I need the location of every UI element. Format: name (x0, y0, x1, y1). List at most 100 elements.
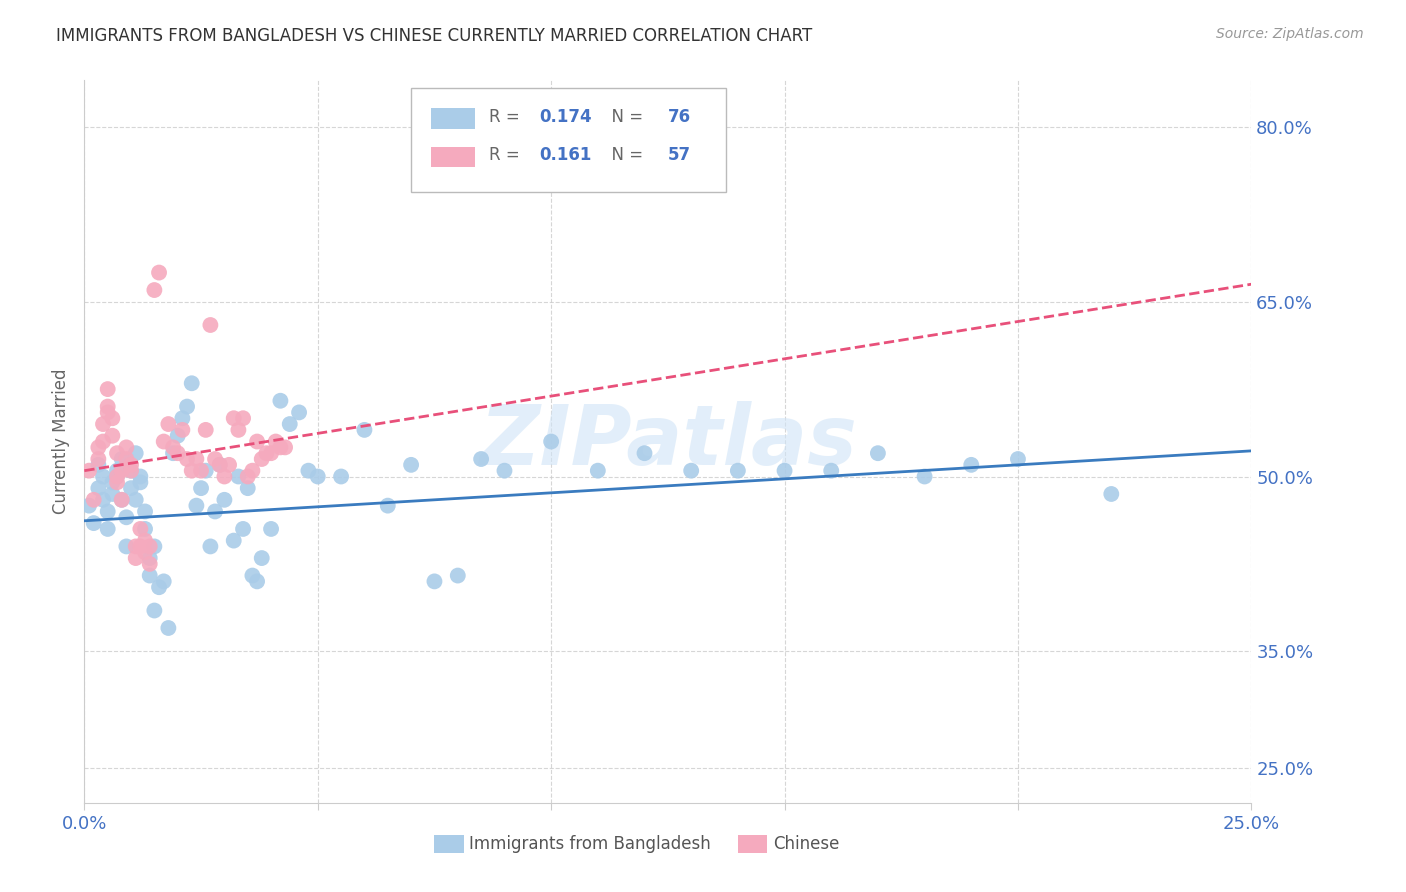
Point (190, 464, 212, 478)
Point (214, 492, 236, 507)
Point (120, 464, 142, 478)
Point (727, 464, 749, 478)
Point (111, 464, 134, 478)
Point (204, 452, 226, 467)
Text: Source: ZipAtlas.com: Source: ZipAtlas.com (1216, 27, 1364, 41)
Text: IMMIGRANTS FROM BANGLADESH VS CHINESE CURRENTLY MARRIED CORRELATION CHART: IMMIGRANTS FROM BANGLADESH VS CHINESE CU… (56, 27, 813, 45)
Point (172, 423, 194, 437)
Point (101, 411, 124, 425)
Point (269, 393, 291, 408)
Point (353, 423, 375, 437)
Point (246, 574, 269, 589)
Point (232, 522, 254, 536)
Point (87, 441, 110, 455)
Point (105, 446, 128, 460)
Text: R =: R = (489, 146, 526, 164)
Point (148, 266, 170, 280)
Point (494, 464, 516, 478)
Point (172, 411, 194, 425)
Point (214, 469, 236, 483)
Point (186, 499, 208, 513)
Y-axis label: Currently Married: Currently Married (52, 368, 70, 515)
Point (143, 540, 166, 554)
Point (540, 434, 562, 449)
Point (288, 405, 311, 419)
Point (254, 446, 277, 460)
Point (97, 382, 120, 396)
Point (274, 441, 297, 455)
Point (111, 492, 134, 507)
Point (105, 469, 128, 483)
Point (97, 522, 120, 536)
Point (157, 417, 180, 431)
Point (87, 452, 110, 467)
Point (250, 452, 273, 467)
Point (260, 446, 283, 460)
Point (77, 499, 100, 513)
Point (125, 446, 148, 460)
Point (115, 452, 138, 467)
Point (228, 469, 250, 483)
Point (143, 603, 166, 617)
Point (129, 540, 152, 554)
Point (423, 574, 446, 589)
Point (115, 510, 138, 524)
Point (470, 452, 492, 467)
Point (101, 487, 124, 501)
Point (232, 411, 254, 425)
Point (866, 446, 889, 460)
Point (250, 551, 273, 566)
Point (1007, 452, 1029, 467)
Text: 57: 57 (668, 146, 690, 164)
Text: Chinese: Chinese (773, 835, 839, 853)
Point (129, 522, 152, 536)
Text: 0.161: 0.161 (540, 146, 592, 164)
Point (204, 504, 226, 518)
Point (307, 469, 329, 483)
Point (194, 423, 217, 437)
Point (236, 469, 259, 483)
Point (681, 464, 703, 478)
Point (105, 475, 128, 490)
Point (236, 481, 259, 495)
Point (228, 423, 250, 437)
Point (278, 417, 301, 431)
Text: N =: N = (602, 146, 648, 164)
Point (330, 469, 353, 483)
Point (960, 458, 983, 472)
Point (105, 464, 128, 478)
Point (264, 434, 287, 449)
Point (115, 540, 138, 554)
Point (83, 516, 105, 530)
Point (152, 434, 174, 449)
Point (586, 464, 609, 478)
Point (138, 557, 160, 571)
Point (176, 452, 198, 467)
Point (91, 434, 114, 449)
Point (115, 441, 138, 455)
Point (129, 475, 152, 490)
Point (377, 499, 399, 513)
Point (157, 621, 180, 635)
Point (111, 492, 134, 507)
Point (820, 464, 842, 478)
Point (176, 400, 198, 414)
Point (180, 376, 202, 391)
Point (101, 475, 124, 490)
Point (120, 458, 142, 472)
Text: Immigrants from Bangladesh: Immigrants from Bangladesh (470, 835, 711, 853)
Bar (432, 109, 475, 128)
Point (447, 568, 470, 582)
Point (269, 441, 291, 455)
Text: R =: R = (489, 108, 526, 126)
Point (125, 540, 148, 554)
Point (138, 551, 160, 566)
Point (208, 458, 231, 472)
Point (134, 533, 156, 548)
Point (125, 551, 148, 566)
FancyBboxPatch shape (411, 87, 727, 193)
Point (138, 568, 160, 582)
Point (77, 464, 100, 478)
Point (152, 574, 174, 589)
Point (166, 446, 188, 460)
